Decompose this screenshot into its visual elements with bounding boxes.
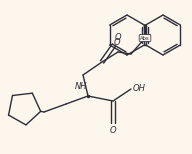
Text: O: O xyxy=(110,126,116,135)
Text: NH: NH xyxy=(75,82,87,91)
Text: Abs: Abs xyxy=(140,36,150,41)
Text: O: O xyxy=(114,38,120,47)
Text: OH: OH xyxy=(133,83,146,93)
Text: O: O xyxy=(115,33,122,42)
